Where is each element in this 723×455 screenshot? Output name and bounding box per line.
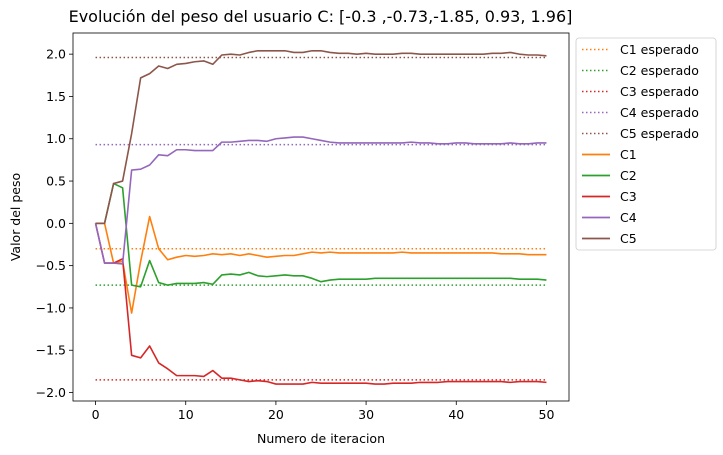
y-axis-ticks: −2.0 −1.5 −1.0 −0.5 0.0 0.5 1.0 1.5 2.0 <box>36 47 73 400</box>
legend-label: C1 esperado <box>620 42 699 57</box>
legend-label: C4 esperado <box>620 105 699 120</box>
plot-frame <box>73 33 569 401</box>
x-tick-label: 10 <box>178 407 194 422</box>
series-lines <box>94 49 547 385</box>
x-tick-label: 20 <box>268 407 284 422</box>
series-line-c4 <box>94 136 547 265</box>
y-tick-label: 0.5 <box>46 174 66 189</box>
x-tick-label: 0 <box>92 407 100 422</box>
x-tick-label: 40 <box>448 407 464 422</box>
x-axis-label: Numero de iteracion <box>257 431 385 446</box>
x-tick-label: 30 <box>358 407 374 422</box>
legend-label: C5 <box>620 231 637 246</box>
plot-border <box>72 32 570 402</box>
legend-frame <box>575 37 717 251</box>
series-line-c3 <box>94 223 547 385</box>
y-tick-label: −1.0 <box>36 300 66 315</box>
reference-lines <box>95 56 547 381</box>
legend-label: C1 <box>620 147 637 162</box>
legend-label: C2 esperado <box>620 63 699 78</box>
y-tick-label: 1.0 <box>46 131 66 146</box>
y-tick-label: 0.0 <box>46 216 66 231</box>
plot-area <box>72 32 570 402</box>
x-tick-label: 50 <box>539 407 555 422</box>
legend-label: C4 <box>620 210 637 225</box>
series-line-c1 <box>95 215 547 314</box>
legend-label: C5 esperado <box>620 126 699 141</box>
x-axis-ticks: 0 10 20 30 40 50 <box>92 401 555 422</box>
y-tick-label: −1.5 <box>36 343 66 358</box>
series-line-c5 <box>95 49 547 225</box>
legend-label: C3 esperado <box>620 84 699 99</box>
y-tick-label: −2.0 <box>36 385 66 400</box>
legend: C1 esperado C2 esperado C3 esperado C4 espe… <box>575 37 717 251</box>
series-line-c2 <box>95 182 547 288</box>
y-axis-label: Valor del peso <box>8 173 23 261</box>
y-tick-label: 2.0 <box>46 47 66 62</box>
legend-label: C2 <box>620 168 637 183</box>
y-tick-label: −0.5 <box>36 258 66 273</box>
legend-label: C3 <box>620 189 637 204</box>
chart-title: Evolución del peso del usuario C: [-0.3 … <box>69 7 573 26</box>
y-tick-label: 1.5 <box>46 89 66 104</box>
